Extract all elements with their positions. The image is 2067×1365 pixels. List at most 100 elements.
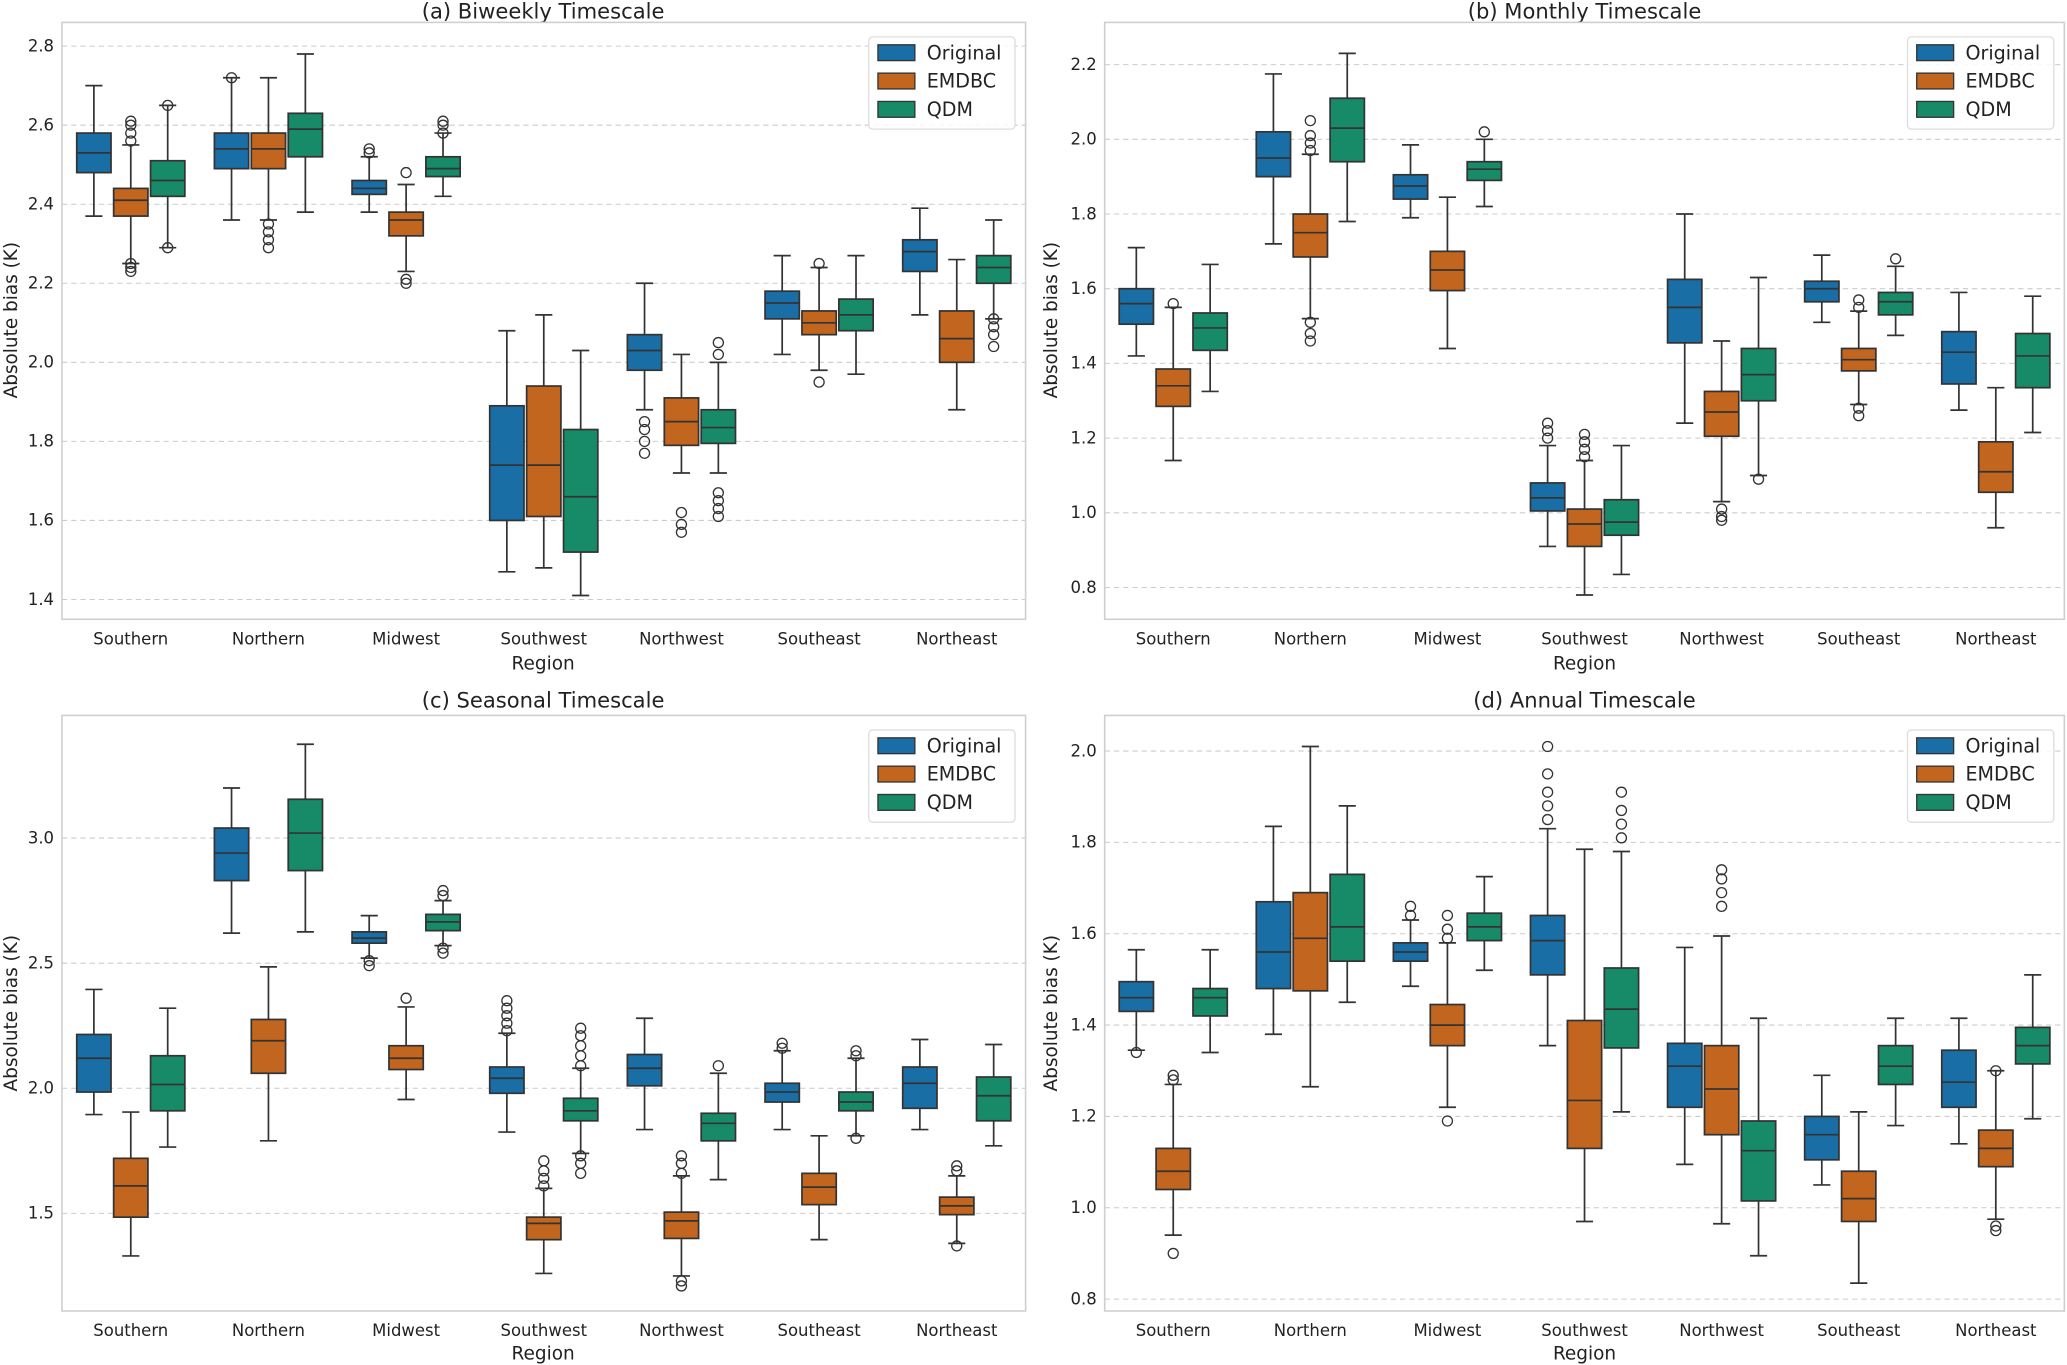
outlier-point: [712, 510, 725, 523]
box-original-southern: [1118, 246, 1155, 357]
box: [1192, 312, 1229, 352]
box-emdbc-southeast: [801, 1134, 838, 1241]
box-original-midwest: [1392, 900, 1429, 988]
x-tick-label: Northeast: [916, 1321, 998, 1340]
y-tick-label: 2.0: [28, 353, 54, 372]
panel-title: (c) Seasonal Timescale: [422, 688, 665, 713]
box-qdm-midwest: [425, 115, 462, 198]
outlier-point: [712, 495, 725, 507]
box-original-northwest: [1666, 213, 1703, 425]
box-original-northern: [213, 72, 250, 221]
box-original-southeast: [764, 254, 801, 356]
outlier-point: [638, 415, 651, 428]
x-tick-label: Northeast: [1955, 1321, 2037, 1340]
outlier-point: [363, 960, 375, 972]
outlier-point: [1715, 864, 1728, 876]
box-qdm-northern: [1329, 805, 1366, 1004]
panel-d: (d) Annual Timescale Region Absolute bia…: [1041, 688, 2066, 1365]
x-tick-label: Northeast: [916, 629, 998, 648]
box: [764, 290, 801, 320]
outlier-point: [1541, 740, 1554, 753]
outlier-point: [712, 348, 725, 361]
box: [1292, 891, 1329, 992]
box: [1940, 330, 1977, 385]
outlier-point: [363, 143, 375, 155]
outlier-point: [125, 265, 137, 278]
box: [1466, 160, 1503, 182]
legend-label: EMDBC: [1965, 763, 2034, 786]
x-tick-label: Northwest: [1679, 629, 1764, 648]
outlier-point: [1304, 129, 1316, 142]
box: [1192, 987, 1229, 1017]
outlier-point: [712, 1060, 725, 1072]
outlier-point: [951, 1240, 963, 1252]
box: [1255, 900, 1292, 990]
outlier-point: [1541, 800, 1554, 812]
outlier-point: [776, 1042, 788, 1054]
legend-label: QDM: [927, 791, 973, 814]
box: [938, 310, 975, 364]
box-original-midwest: [351, 143, 388, 213]
outlier-point: [712, 502, 725, 515]
box: [663, 1211, 700, 1240]
outlier-point: [1578, 451, 1591, 463]
box: [1566, 1019, 1603, 1150]
outlier-point: [538, 1165, 550, 1177]
box-qdm-southern: [1192, 263, 1229, 393]
outlier-point: [712, 336, 725, 349]
box: [1255, 130, 1292, 178]
outlier-point: [850, 1045, 862, 1057]
box-emdbc-northwest: [663, 353, 700, 538]
outlier-point: [538, 1172, 550, 1185]
outlier-point: [850, 1050, 862, 1062]
box: [700, 408, 737, 445]
x-tick-label: Southern: [1136, 1321, 1211, 1340]
y-tick-label: 2.0: [28, 1079, 54, 1098]
box: [1529, 482, 1566, 512]
outlier-point: [1578, 428, 1591, 441]
box-qdm-northeast: [2014, 295, 2051, 434]
legend-swatch-qdm: [1916, 793, 1955, 811]
x-tick-label: Southern: [1136, 629, 1211, 648]
outlier-point: [1167, 1247, 1179, 1260]
x-axis-label: Region: [512, 653, 575, 674]
y-tick-label: 1.6: [1071, 924, 1097, 943]
outlier-point: [437, 947, 449, 959]
box: [1603, 967, 1640, 1049]
outlier-point: [850, 1132, 862, 1144]
box-emdbc-southwest: [525, 314, 562, 569]
legend-swatch-qdm: [877, 793, 916, 811]
outlier-point: [1615, 832, 1628, 844]
outlier-point: [675, 1280, 688, 1292]
outlier-point: [575, 1030, 587, 1042]
box-original-southern: [75, 84, 112, 217]
outlier-point: [1304, 114, 1316, 127]
x-axis-label: Region: [1553, 1344, 1616, 1365]
box: [1429, 250, 1466, 292]
legend-label: QDM: [1965, 98, 2011, 121]
box: [1392, 173, 1429, 200]
outlier-point: [262, 234, 275, 246]
box-qdm-northwest: [1740, 1017, 1777, 1257]
box-qdm-northern: [287, 743, 324, 933]
x-tick-label: Southwest: [501, 629, 588, 648]
outlier-point: [1615, 786, 1628, 798]
legend-swatch-emdbc: [877, 765, 916, 783]
outlier-point: [1404, 909, 1417, 922]
box-emdbc-southeast: [1840, 1111, 1877, 1284]
legend-swatch-original: [1916, 44, 1955, 62]
box: [1155, 1147, 1192, 1191]
x-tick-label: Southeast: [778, 629, 862, 648]
outlier-point: [575, 1150, 587, 1162]
x-tick-label: Southeast: [778, 1321, 862, 1340]
box-emdbc-southeast: [801, 257, 838, 388]
y-tick-label: 2.0: [1071, 741, 1097, 760]
box-original-southern: [75, 988, 112, 1116]
y-axis-label: Absolute bias (K): [1041, 935, 1062, 1091]
box-emdbc-northeast: [1977, 386, 2014, 529]
panel-c: (c) Seasonal Timescale Region Absolute b…: [1, 688, 1027, 1365]
box: [250, 1018, 287, 1075]
outlier-point: [1715, 873, 1728, 885]
outlier-point: [1130, 1046, 1142, 1059]
outlier-point: [1752, 473, 1765, 485]
